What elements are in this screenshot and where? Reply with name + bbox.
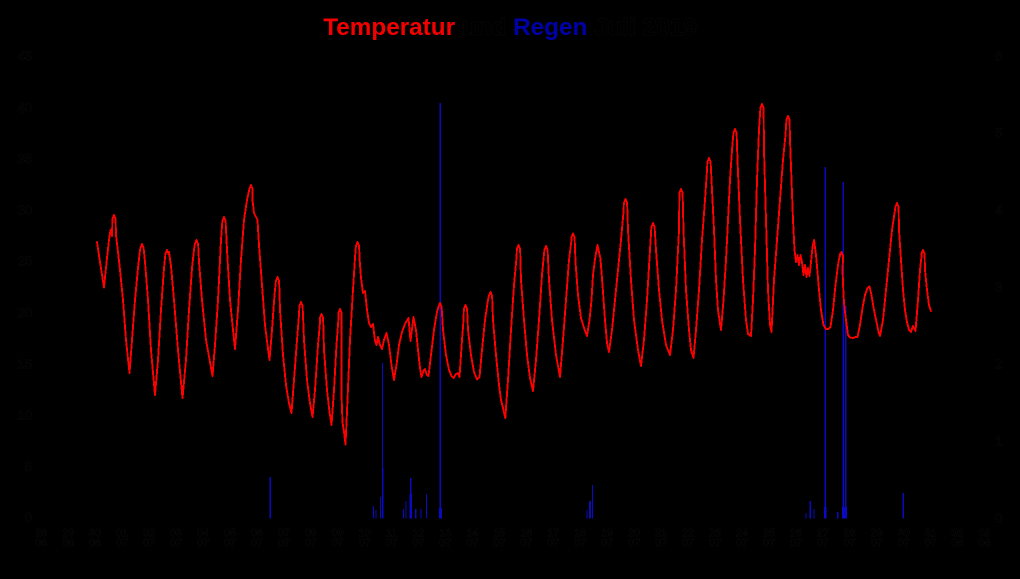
svg-text:28: 28 [35, 527, 47, 539]
svg-text:01: 01 [116, 527, 128, 539]
svg-text:0: 0 [995, 511, 1002, 526]
svg-text:15: 15 [493, 527, 505, 539]
svg-text:07: 07 [116, 537, 128, 549]
svg-text:07: 07 [493, 537, 505, 549]
svg-text:07: 07 [601, 537, 613, 549]
svg-text:07: 07 [682, 537, 694, 549]
svg-text:45: 45 [18, 49, 32, 64]
svg-text:07: 07 [440, 537, 452, 549]
svg-text:07: 07 [628, 537, 640, 549]
svg-text:07: 07 [467, 537, 479, 549]
svg-text:21: 21 [655, 527, 667, 539]
svg-text:03: 03 [170, 527, 182, 539]
svg-text:07: 07 [224, 537, 236, 549]
svg-text:20: 20 [18, 305, 32, 320]
svg-text:0: 0 [25, 510, 32, 525]
svg-text:18: 18 [574, 527, 586, 539]
svg-text:14: 14 [467, 527, 479, 539]
svg-text:26: 26 [790, 527, 802, 539]
svg-text:07: 07 [332, 537, 344, 549]
svg-text:07: 07 [655, 537, 667, 549]
svg-text:5: 5 [25, 459, 32, 474]
svg-text:30: 30 [89, 527, 101, 539]
svg-text:07: 07 [574, 537, 586, 549]
svg-text:07: 07 [143, 537, 155, 549]
svg-text:25: 25 [763, 527, 775, 539]
svg-text:10: 10 [359, 527, 371, 539]
svg-text:05: 05 [224, 527, 236, 539]
svg-text:07: 07 [278, 537, 290, 549]
svg-text:2: 2 [995, 357, 1002, 372]
svg-text:07: 07 [817, 537, 829, 549]
svg-text:07: 07 [197, 537, 209, 549]
svg-text:07: 07 [170, 537, 182, 549]
svg-text:22: 22 [682, 527, 694, 539]
svg-text:28: 28 [844, 527, 856, 539]
svg-text:5: 5 [995, 126, 1002, 141]
svg-text:07: 07 [844, 537, 856, 549]
svg-text:29: 29 [62, 527, 74, 539]
svg-text:3: 3 [995, 280, 1002, 295]
svg-text:6: 6 [995, 49, 1002, 64]
svg-text:01: 01 [952, 527, 964, 539]
svg-text:15: 15 [18, 356, 32, 371]
svg-text:30: 30 [18, 202, 32, 217]
svg-text:25: 25 [18, 254, 32, 269]
svg-text:1: 1 [995, 434, 1002, 449]
svg-text:16: 16 [520, 527, 532, 539]
svg-text:07: 07 [305, 537, 317, 549]
svg-text:Temperatur und Regen Juli 2019: Temperatur und Regen Juli 2019 [323, 14, 697, 41]
svg-text:12: 12 [413, 527, 425, 539]
svg-text:24: 24 [736, 527, 748, 539]
svg-text:35: 35 [18, 151, 32, 166]
svg-text:07: 07 [278, 527, 290, 539]
svg-text:07: 07 [736, 537, 748, 549]
svg-text:07: 07 [709, 537, 721, 549]
svg-text:27: 27 [817, 527, 829, 539]
svg-text:07: 07 [413, 537, 425, 549]
svg-text:08: 08 [952, 537, 964, 549]
svg-text:08: 08 [979, 537, 991, 549]
svg-text:07: 07 [898, 537, 910, 549]
svg-text:29: 29 [871, 527, 883, 539]
svg-text:13: 13 [440, 527, 452, 539]
svg-text:06: 06 [62, 537, 74, 549]
svg-text:30: 30 [898, 527, 910, 539]
svg-text:23: 23 [709, 527, 721, 539]
svg-text:07: 07 [925, 537, 937, 549]
svg-text:07: 07 [251, 537, 263, 549]
svg-text:07: 07 [386, 537, 398, 549]
svg-text:06: 06 [89, 537, 101, 549]
svg-text:06: 06 [35, 537, 47, 549]
svg-text:11: 11 [386, 527, 397, 539]
svg-text:07: 07 [359, 537, 371, 549]
svg-text:20: 20 [628, 527, 640, 539]
svg-text:07: 07 [790, 537, 802, 549]
svg-text:10: 10 [18, 408, 32, 423]
svg-text:07: 07 [547, 537, 559, 549]
svg-text:17: 17 [547, 527, 559, 539]
svg-text:07: 07 [520, 537, 532, 549]
svg-text:09: 09 [332, 527, 344, 539]
svg-text:08: 08 [305, 527, 317, 539]
svg-text:4: 4 [995, 203, 1002, 218]
svg-text:06: 06 [251, 527, 263, 539]
svg-text:02: 02 [979, 527, 991, 539]
svg-text:07: 07 [871, 537, 883, 549]
svg-text:40: 40 [18, 100, 32, 115]
svg-text:04: 04 [197, 527, 209, 539]
svg-text:07: 07 [763, 537, 775, 549]
svg-text:02: 02 [143, 527, 155, 539]
svg-text:31: 31 [925, 527, 937, 539]
svg-text:19: 19 [601, 527, 613, 539]
